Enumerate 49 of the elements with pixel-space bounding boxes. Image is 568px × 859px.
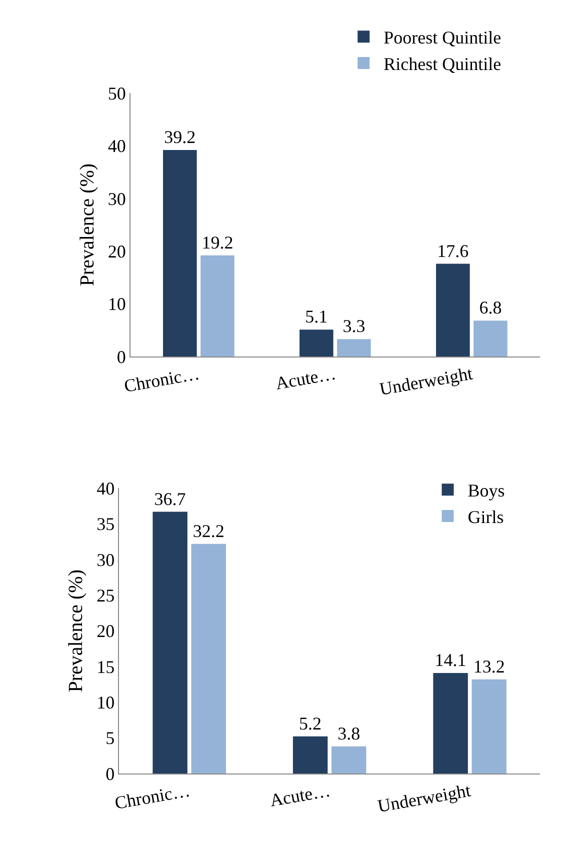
- y-tick-label: 20: [96, 621, 115, 642]
- y-tick-label: 10: [96, 692, 115, 712]
- bar: [474, 320, 508, 357]
- y-tick-label: 50: [108, 83, 126, 104]
- y-tick-label: 5: [106, 728, 115, 748]
- data-label: 17.6: [437, 240, 469, 261]
- data-label: 39.2: [164, 126, 196, 147]
- x-tick-label: Acute…: [268, 780, 332, 810]
- y-tick-label: 20: [108, 241, 126, 262]
- legend-label: Girls: [468, 507, 504, 528]
- y-tick-label: 30: [96, 550, 115, 570]
- y-tick-label: 25: [96, 586, 115, 606]
- data-label: 36.7: [154, 488, 186, 509]
- bar: [436, 264, 470, 357]
- bar: [152, 512, 188, 774]
- data-label: 3.3: [342, 316, 366, 336]
- bar: [472, 679, 506, 774]
- y-tick-label: 15: [96, 656, 115, 677]
- y-tick-label: 0: [106, 764, 115, 784]
- bar: [191, 544, 226, 774]
- bar: [200, 255, 234, 357]
- data-label: 32.2: [192, 520, 224, 541]
- data-label: 5.2: [299, 713, 322, 734]
- bar: [337, 339, 371, 357]
- data-label: 5.1: [305, 306, 328, 327]
- bar: [433, 672, 468, 774]
- x-tick-label: Underweight: [376, 780, 472, 816]
- legend-label: Richest Quintile: [384, 54, 502, 74]
- legend-label: Boys: [468, 480, 505, 501]
- data-label: 13.2: [473, 656, 505, 676]
- x-tick-label: Underweight: [378, 363, 474, 400]
- legend-label: Poorest Quintile: [384, 28, 502, 48]
- bar: [300, 330, 334, 357]
- data-label: 6.8: [479, 298, 502, 318]
- data-label: 19.2: [202, 232, 234, 252]
- y-tick-label: 10: [108, 294, 126, 314]
- data-label: 14.1: [434, 650, 466, 670]
- bar: [163, 150, 197, 357]
- y-axis-title: Prevalence (%): [65, 570, 88, 692]
- y-axis-title: Prevalence (%): [76, 163, 98, 286]
- x-tick-label: Acute…: [274, 363, 338, 394]
- y-tick-label: 40: [108, 136, 126, 156]
- bar: [332, 746, 366, 774]
- y-tick-label: 30: [108, 188, 126, 209]
- data-label: 3.8: [338, 723, 360, 744]
- y-tick-label: 35: [96, 514, 115, 534]
- y-tick-label: 40: [96, 478, 115, 499]
- x-tick-label: Chronic…: [113, 780, 192, 814]
- bar: [292, 736, 328, 774]
